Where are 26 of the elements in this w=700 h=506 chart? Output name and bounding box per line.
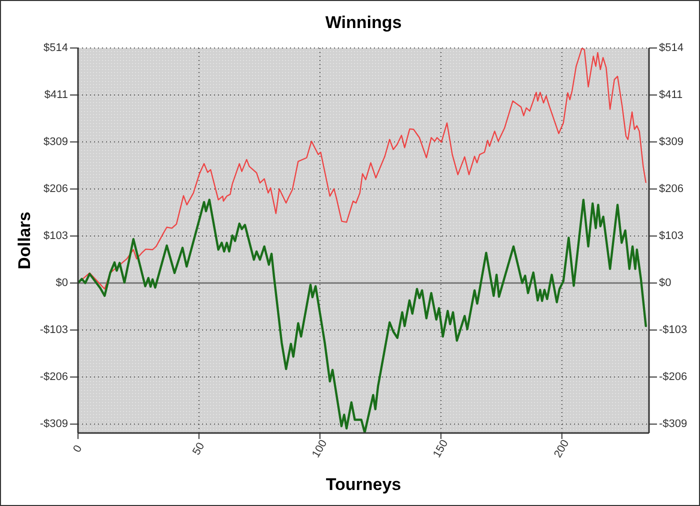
y-tick-label: $514 <box>44 42 68 54</box>
y2-tick-label: $0 <box>659 276 672 289</box>
x-tick-label: 50 <box>190 440 208 458</box>
y-tick-label: $206 <box>44 182 68 195</box>
y2-tick-label: $411 <box>659 88 683 101</box>
y2-tick-label: $514 <box>659 42 684 54</box>
y-tick-label: $0 <box>56 276 68 289</box>
y2-tick-label: -$309 <box>659 418 688 430</box>
y2-tick-label: -$206 <box>659 370 688 383</box>
y-tick-label: -$309 <box>40 418 68 430</box>
y2-tick-label: $206 <box>659 182 684 195</box>
y-tick-label: -$206 <box>40 370 68 383</box>
chart-title: Winnings <box>325 13 402 32</box>
x-tick-label: 150 <box>431 438 451 460</box>
y-tick-label: $103 <box>44 230 68 242</box>
x-axis-title: Tourneys <box>326 475 402 494</box>
x-tick-label: 100 <box>310 438 330 460</box>
y-tick-label: -$103 <box>40 324 68 336</box>
y-tick-label: $309 <box>44 136 68 148</box>
y2-tick-label: $309 <box>659 136 684 148</box>
y-axis-title: Dollars <box>15 212 34 270</box>
x-tick-label: 200 <box>552 438 572 460</box>
x-tick-label: 0 <box>71 443 85 455</box>
y2-tick-label: -$103 <box>659 324 688 336</box>
y-tick-label: $411 <box>44 88 68 101</box>
y2-tick-label: $103 <box>659 230 684 242</box>
